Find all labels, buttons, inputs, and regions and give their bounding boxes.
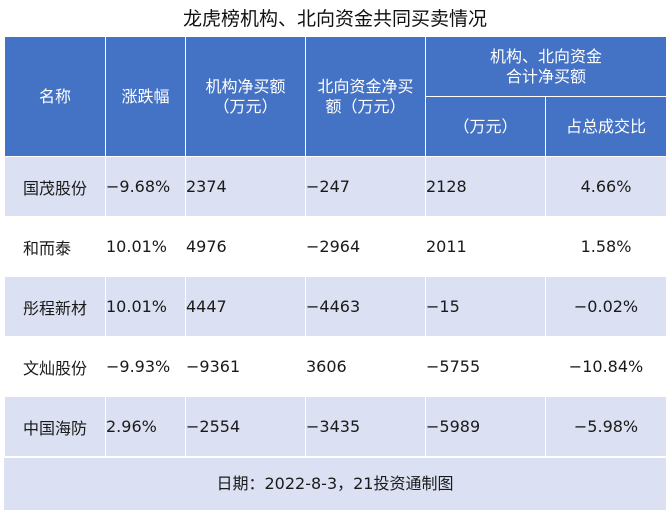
table-row: 文灿股份 −9.93% −9361 3606 −5755 −10.84% [4, 336, 668, 397]
header-north-net-buy: 北向资金净买 额（万元） [305, 36, 426, 157]
cell-name: 中国海防 [4, 396, 106, 457]
cell-inst: −9361 [185, 336, 306, 397]
table-body: 国茂股份 −9.68% 2374 −247 2128 4.66% 和而泰 10.… [4, 156, 668, 457]
cell-north: −3435 [305, 396, 426, 457]
table-row: 彤程新材 10.01% 4447 −4463 −15 −0.02% [4, 276, 668, 337]
cell-total: −15 [425, 276, 546, 337]
data-table: 名称 涨跌幅 机构净买额 （万元） 北向资金净买 额（万元） 机构、北向资金 合… [4, 36, 668, 457]
table-row: 和而泰 10.01% 4976 −2964 2011 1.58% [4, 216, 668, 277]
cell-ratio: −0.02% [544, 276, 668, 337]
cell-inst: 4447 [185, 276, 306, 337]
cell-ratio: −5.98% [544, 396, 668, 457]
cell-ratio: 1.58% [544, 216, 668, 277]
table-row: 国茂股份 −9.68% 2374 −247 2128 4.66% [4, 156, 668, 217]
header-combined-ratio: 占总成交比 [544, 96, 668, 157]
header-combined-line1: 机构、北向资金 [490, 46, 603, 66]
cell-inst: 4976 [185, 216, 306, 277]
cell-change: −9.93% [105, 336, 186, 397]
header-inst-net-buy: 机构净买额 （万元） [185, 36, 306, 157]
header-north-line2: 额（万元） [325, 96, 406, 116]
cell-north: −247 [305, 156, 426, 217]
header-combined-amount: （万元） [425, 96, 546, 157]
header-change: 涨跌幅 [105, 36, 186, 157]
footer-caption: 日期：2022-8-3，21投资通制图 [4, 458, 666, 510]
cell-ratio: 4.66% [544, 156, 668, 217]
cell-total: 2011 [425, 216, 546, 277]
header-name: 名称 [4, 36, 106, 157]
cell-change: 2.96% [105, 396, 186, 457]
cell-north: 3606 [305, 336, 426, 397]
cell-north: −2964 [305, 216, 426, 277]
cell-inst: 2374 [185, 156, 306, 217]
cell-name: 彤程新材 [4, 276, 106, 337]
cell-change: 10.01% [105, 216, 186, 277]
header-combined-line2: 合计净买额 [506, 66, 587, 86]
cell-change: 10.01% [105, 276, 186, 337]
header-inst-line2: （万元） [213, 96, 278, 116]
cell-change: −9.68% [105, 156, 186, 217]
header-north-line1: 北向资金净买 [317, 76, 414, 96]
table-row: 中国海防 2.96% −2554 −3435 −5989 −5.98% [4, 396, 668, 457]
table-title: 龙虎榜机构、北向资金共同买卖情况 [182, 8, 487, 30]
cell-inst: −2554 [185, 396, 306, 457]
cell-total: −5989 [425, 396, 546, 457]
cell-ratio: −10.84% [544, 336, 668, 397]
cell-name: 国茂股份 [4, 156, 106, 217]
header-inst-line1: 机构净买额 [205, 76, 286, 96]
cell-total: 2128 [425, 156, 546, 217]
cell-north: −4463 [305, 276, 426, 337]
cell-total: −5755 [425, 336, 546, 397]
header-combined-group: 机构、北向资金 合计净买额 [424, 36, 668, 97]
cell-name: 和而泰 [4, 216, 106, 277]
table-header: 名称 涨跌幅 机构净买额 （万元） 北向资金净买 额（万元） 机构、北向资金 合… [4, 36, 668, 157]
cell-name: 文灿股份 [4, 336, 106, 397]
